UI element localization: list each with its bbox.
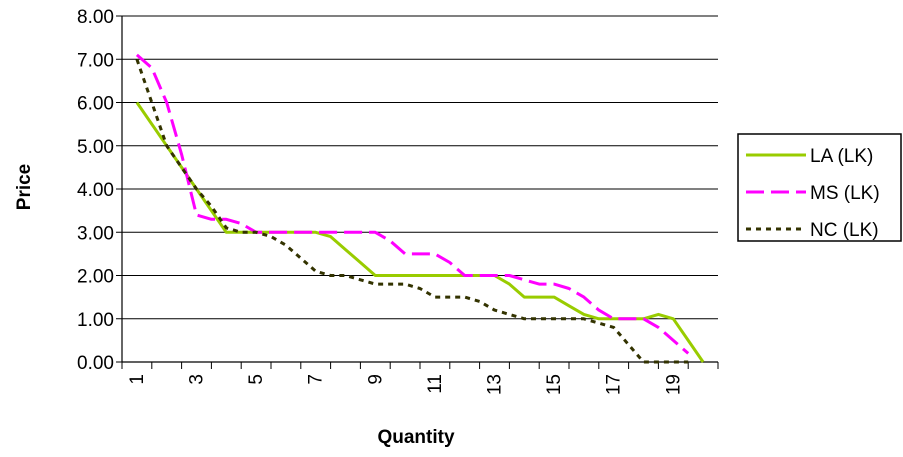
y-tick-label: 3.00 xyxy=(77,223,114,244)
x-tick-label: 13 xyxy=(485,374,506,395)
y-tick-label: 2.00 xyxy=(77,267,114,288)
series-line-1 xyxy=(135,101,705,363)
y-tick-label: 1.00 xyxy=(77,310,114,331)
x-tick-label: 11 xyxy=(425,374,446,394)
y-axis-title: Price xyxy=(14,164,35,210)
x-tick-label: 17 xyxy=(604,374,625,395)
x-axis-ticks: 1 3 5 7 9 11 13 15 17 19 xyxy=(121,362,719,395)
series-line-3 xyxy=(135,58,689,364)
x-tick-label: 7 xyxy=(306,374,327,385)
gridlines xyxy=(122,15,718,320)
x-tick-label: 3 xyxy=(187,374,208,385)
series-lines xyxy=(135,53,705,364)
x-tick-label: 9 xyxy=(365,374,386,385)
x-tick-label: 19 xyxy=(663,374,684,395)
y-tick-label: 7.00 xyxy=(77,50,114,71)
y-tick-label: 4.00 xyxy=(77,180,114,201)
x-axis-title: Quantity xyxy=(377,427,454,448)
x-tick-label: 5 xyxy=(246,374,267,385)
legend-label-1: LA (LK) xyxy=(810,146,873,167)
x-tick-label: 1 xyxy=(127,374,148,385)
series-line-2 xyxy=(135,53,690,355)
legend-label-2: MS (LK) xyxy=(810,183,880,204)
y-tick-label: 0.00 xyxy=(77,353,114,374)
x-tick-label: 15 xyxy=(544,374,565,395)
legend-box xyxy=(737,133,902,242)
legend: LA (LK) MS (LK) NC (LK) xyxy=(737,133,902,242)
y-axis-ticks: 0.00 1.00 2.00 3.00 4.00 5.00 6.00 7.00 8.00 xyxy=(77,7,122,374)
legend-label-3: NC (LK) xyxy=(810,220,879,241)
y-tick-label: 5.00 xyxy=(77,137,114,158)
y-tick-label: 8.00 xyxy=(77,7,114,28)
y-tick-label: 6.00 xyxy=(77,94,114,115)
